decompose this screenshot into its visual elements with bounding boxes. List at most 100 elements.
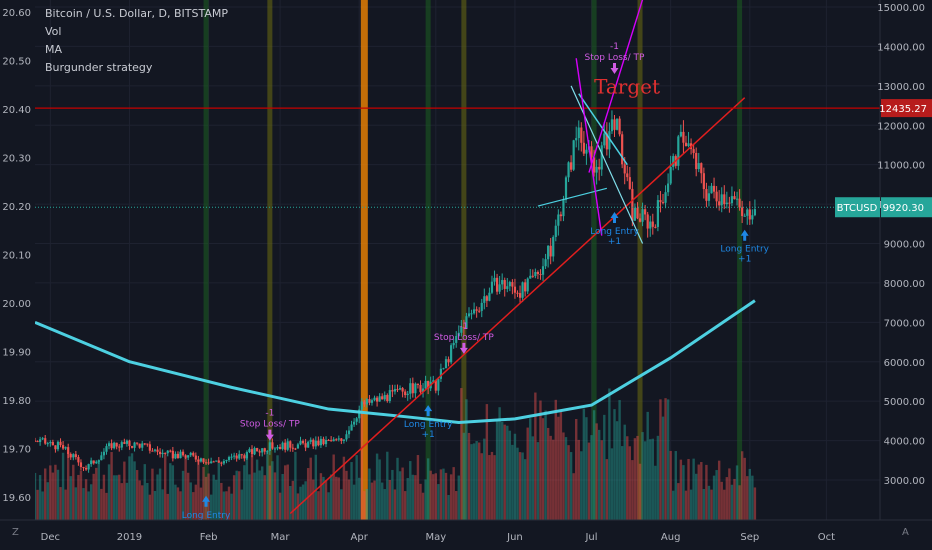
stop-loss-signal: Stop Loss/ TP-1 [585, 42, 645, 75]
volume-bar [327, 492, 330, 520]
timezone-button[interactable]: Z [12, 527, 19, 538]
volume-bar [360, 410, 363, 520]
candle-body [138, 443, 141, 448]
candle-body [161, 452, 164, 455]
volume-bar [227, 486, 231, 520]
candle-body [524, 282, 527, 292]
volume-bar [61, 452, 65, 520]
volume-bar [651, 438, 654, 520]
candle-body [450, 345, 453, 363]
candle-body [273, 448, 277, 450]
volume-bar [710, 489, 713, 520]
volume-bar [603, 414, 606, 520]
target-price-tag [881, 99, 932, 118]
signal-qty: -1 [459, 322, 468, 332]
volume-bar [485, 404, 489, 520]
volume-bar [590, 435, 593, 520]
volume-bar [304, 481, 307, 520]
volume-bar [388, 479, 392, 520]
right-axis-tick: 4000.00 [884, 437, 925, 448]
volume-bar [633, 438, 637, 520]
volume-bar [253, 472, 256, 520]
candle-body [600, 145, 603, 170]
candle-body [406, 393, 409, 396]
volume-bar [209, 494, 213, 520]
volume-bar [539, 400, 542, 520]
volume-bar [472, 443, 476, 520]
volume-bar [281, 473, 284, 520]
candle-body [347, 430, 351, 435]
volume-bar [682, 465, 685, 520]
candle-body [661, 202, 665, 204]
candle-body [595, 166, 598, 173]
candle-body [327, 439, 330, 441]
time-axis-tick: Oct [818, 532, 835, 543]
candle-body [353, 421, 356, 425]
last-price-tag [881, 197, 932, 218]
candle-body [478, 310, 481, 312]
volume-bar [717, 460, 721, 520]
volume-bar [273, 472, 277, 520]
volume-bar [79, 470, 83, 520]
legend-vol[interactable]: Vol [45, 25, 62, 38]
strategy-band [637, 0, 643, 520]
legend-strategy[interactable]: Burgunder strategy [45, 61, 153, 74]
symbol-title[interactable]: Bitcoin / U.S. Dollar, D, BITSTAMP [45, 7, 228, 20]
left-axis-tick: 19.80 [2, 396, 31, 407]
candle-body [651, 221, 654, 227]
volume-bar [740, 451, 744, 520]
volume-bar [250, 455, 254, 520]
volume-bar [347, 479, 351, 520]
auto-scale-button[interactable]: A [902, 527, 909, 538]
candle-body [702, 173, 705, 190]
volume-bar [552, 439, 555, 520]
volume-bar [577, 439, 580, 520]
signal-label: Long Entry [182, 511, 231, 521]
candle-body [307, 441, 310, 448]
volume-bar [523, 459, 527, 520]
volume-bar [687, 459, 690, 520]
volume-bar [534, 392, 537, 520]
fib-fan-line [588, 0, 644, 173]
candle-body [516, 292, 519, 294]
volume-bar [595, 423, 598, 520]
volume-bar [567, 445, 570, 520]
volume-bar [77, 474, 80, 520]
candle-body [136, 442, 139, 444]
candle-body [557, 214, 560, 226]
candle-body [125, 440, 129, 444]
legend-ma[interactable]: MA [45, 43, 63, 56]
volume-bar [513, 433, 517, 520]
candle-body [605, 133, 608, 150]
strategy-band [203, 0, 209, 520]
candle-body [646, 214, 649, 229]
long-entry-signal: Long Entry+1 [404, 405, 453, 440]
candle-body [452, 342, 455, 346]
candle-body [457, 332, 460, 337]
candle-body [483, 296, 486, 303]
signal-label: Long Entry [590, 227, 639, 237]
volume-bar [95, 467, 98, 520]
candle-body [355, 418, 358, 422]
candle-body [151, 450, 154, 452]
volume-bar [383, 489, 386, 520]
volume-bar [123, 461, 126, 520]
candle-body [164, 452, 167, 454]
candle-body [508, 282, 511, 287]
moving-average-line [34, 299, 756, 424]
candle-body [536, 271, 540, 275]
candle-body [51, 442, 54, 446]
candle-body [215, 460, 218, 462]
volume-bar [498, 407, 501, 520]
candle-body [541, 266, 545, 275]
candle-body [521, 282, 524, 298]
candle-body [475, 309, 478, 311]
volume-bar [562, 432, 565, 520]
signal-label: Stop Loss/ TP [240, 420, 300, 430]
volume-bar [700, 462, 703, 520]
volume-bar [322, 476, 325, 520]
candle-body [381, 396, 384, 400]
candle-body [207, 462, 210, 464]
volume-bar [396, 457, 399, 520]
